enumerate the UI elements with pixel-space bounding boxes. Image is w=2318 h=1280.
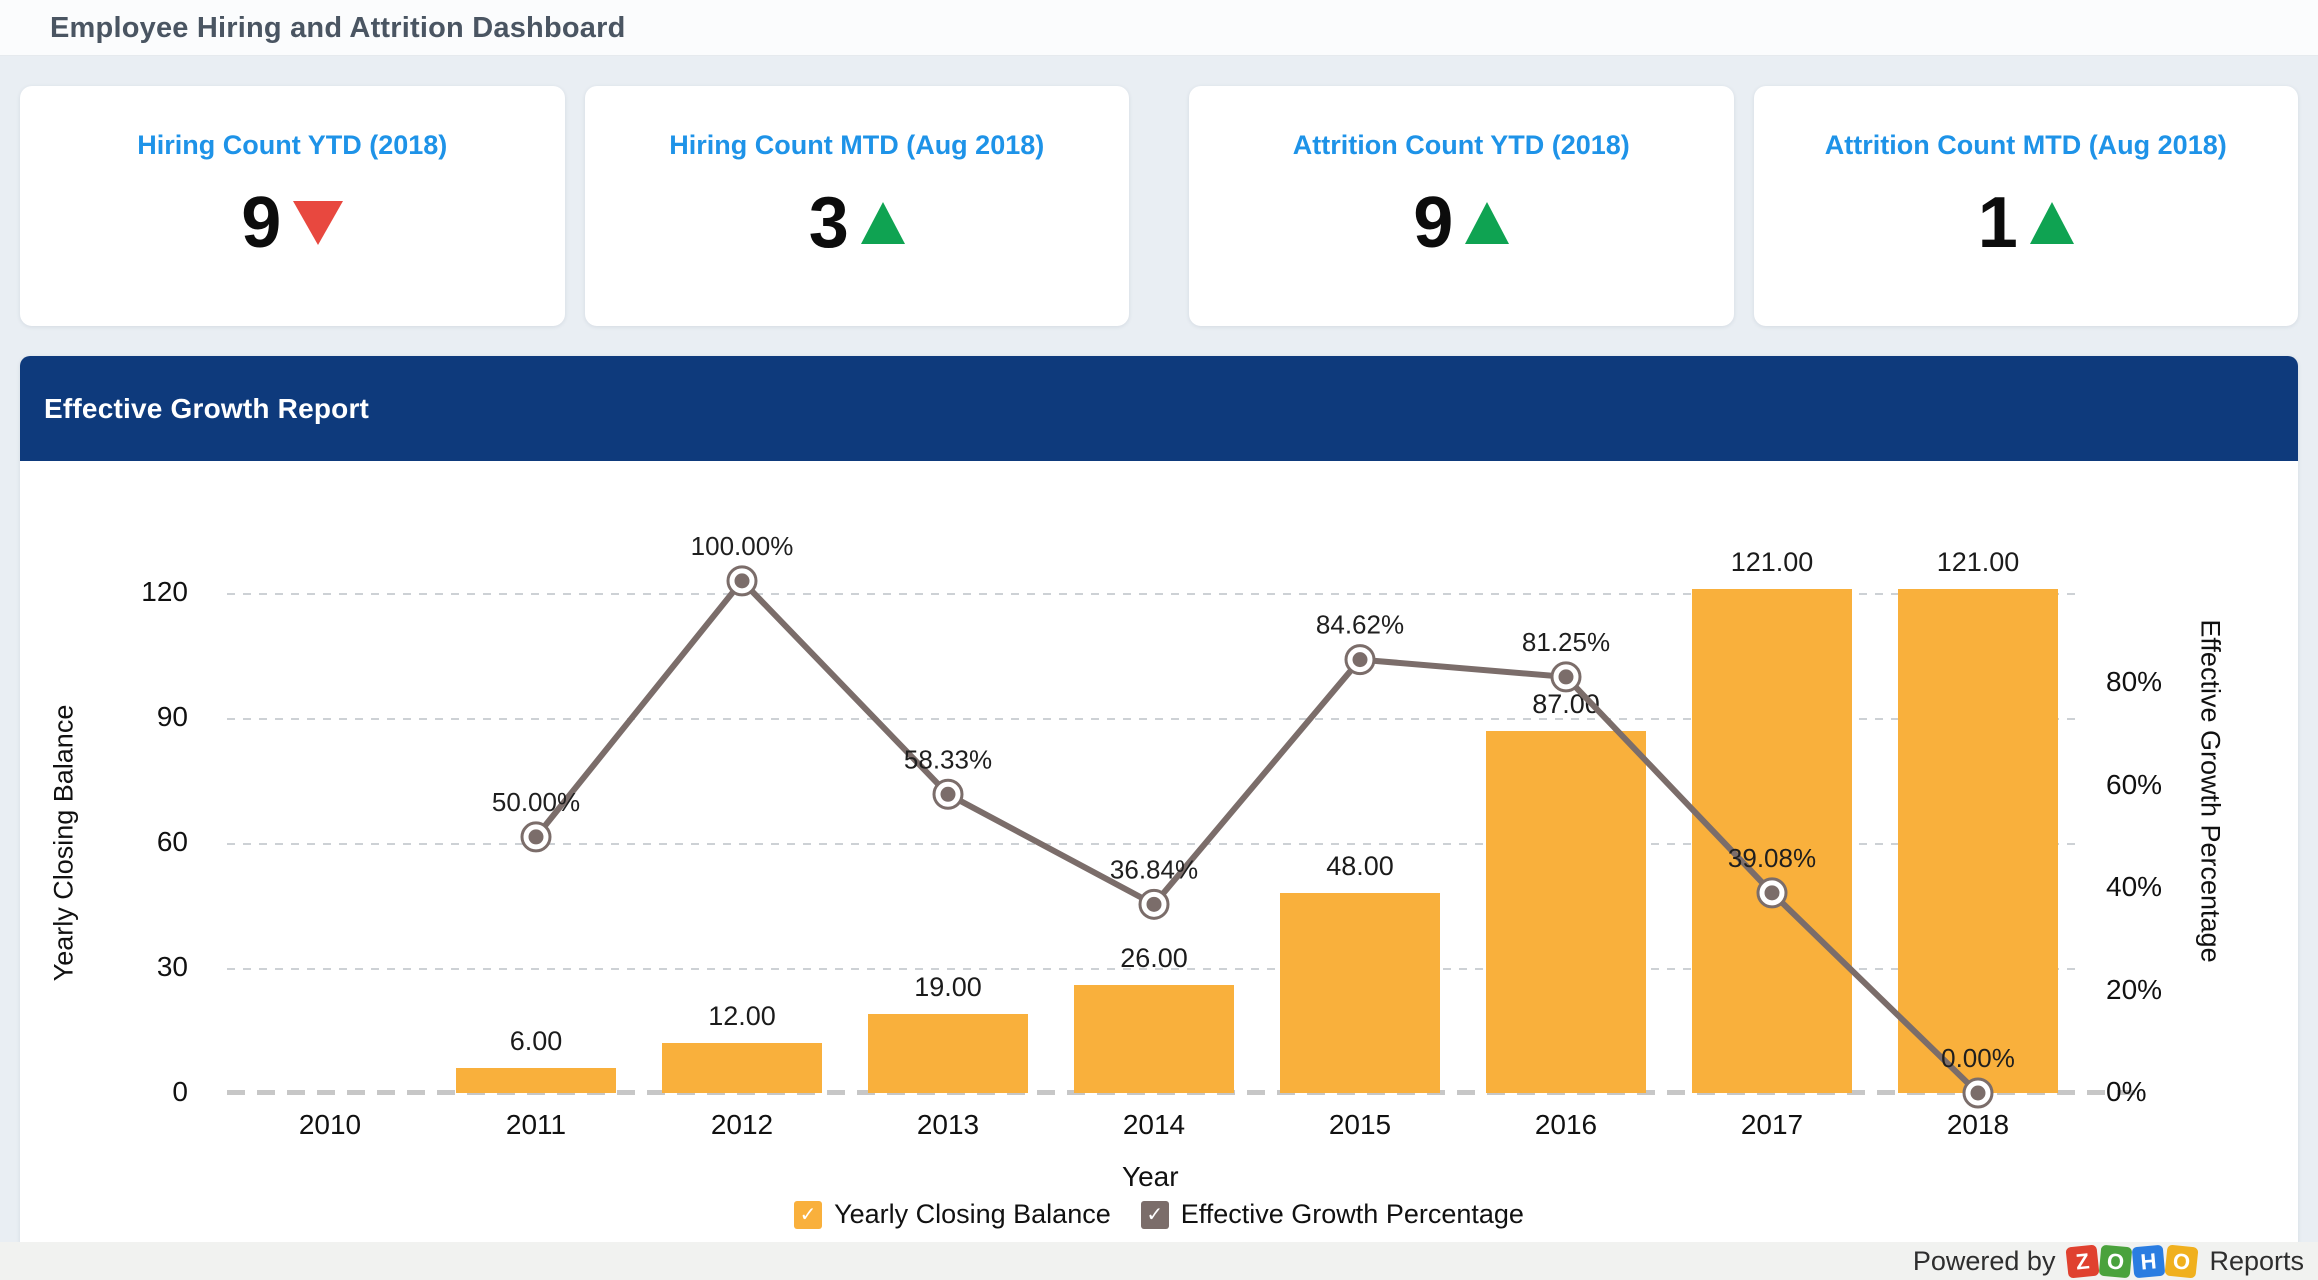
line-value-label: 39.08% [1728,843,1816,873]
trend-down-icon [293,201,344,245]
line-point-2016[interactable]: 81.25% [1522,627,1610,693]
kpi-card-hiring-ytd[interactable]: Hiring Count YTD (2018) 9 [20,86,565,326]
bar-value-label: 6.00 [509,1026,563,1057]
right-axis-tick-60%: 60% [2106,768,2163,800]
legend-label: Effective Growth Percentage [1180,1199,1524,1229]
bar-2018[interactable] [1898,589,2058,1093]
bar-value-label: 121.00 [1936,547,2020,578]
chart-area: 6.00 12.00 19.00 26.00 48.00 87.00 121.00 121.0… [20,461,2298,1243]
trend-up-icon [1465,202,1510,244]
gridline-120 [227,593,2081,596]
line-point-2013[interactable]: 58.33% [904,744,992,810]
kpi-card-value-row: 3 [585,187,1130,259]
left-axis-tick-60: 60 [156,826,188,858]
kpi-card-attrition-ytd[interactable]: Attrition Count YTD (2018) 9 [1189,86,1734,326]
kpi-card-title: Attrition Count YTD (2018) [1292,130,1630,160]
line-value-label: 100.00% [691,531,794,561]
report-header: Effective Growth Report [20,356,2298,461]
kpi-card-title: Attrition Count MTD (Aug 2018) [1824,130,2227,160]
zoho-logo-tile-z: Z [2065,1243,2100,1279]
kpi-value: 1 [1977,183,2018,263]
gridline-60 [227,843,2081,846]
gridline-30 [227,968,2081,971]
bar-2012[interactable] [662,1043,822,1093]
x-tick-2013: 2013 [916,1109,980,1140]
x-tick-2011: 2011 [505,1109,567,1140]
plot-area: 6.00 12.00 19.00 26.00 48.00 87.00 121.00 121.0… [227,481,2137,1109]
legend-item-yearly-closing-balance[interactable]: ✓ Yearly Closing Balance [794,1199,1111,1230]
bar-value-label: 19.00 [914,971,982,1002]
x-tick-2016: 2016 [1534,1109,1598,1140]
right-axis-tick-80%: 80% [2106,666,2163,698]
kpi-value: 9 [241,183,282,263]
line-point-2018[interactable]: 0.00% [1941,1043,2015,1109]
bar-value-label: 48.00 [1326,851,1394,882]
gridline-90 [227,718,2081,721]
line-value-label: 81.25% [1522,627,1610,657]
right-axis-tick-20%: 20% [2106,973,2163,1005]
line-point-2012[interactable]: 100.00% [691,531,794,597]
line-point-2017[interactable]: 39.08% [1728,843,1816,909]
line-point-2014[interactable]: 36.84% [1110,854,1198,920]
bar-value-label: 121.00 [1730,547,1814,578]
line-value-label: 0.00% [1941,1043,2015,1073]
left-axis-tick-120: 120 [141,576,188,608]
bar-2014[interactable] [1074,984,1234,1093]
report-title: Effective Growth Report [44,392,370,424]
zoho-logo-tile-o: O [2099,1244,2133,1278]
zoho-logo-tile-h: H [2132,1244,2166,1278]
top-title-bar: Employee Hiring and Attrition Dashboard [0,0,2318,56]
right-axis-tick-0%: 0% [2106,1076,2147,1107]
x-axis-title: Year [1122,1161,1179,1192]
reports-text: Reports [2209,1245,2304,1276]
kpi-card-title: Hiring Count YTD (2018) [137,130,448,160]
bar-2015[interactable] [1280,893,1440,1093]
kpi-card-title: Hiring Count MTD (Aug 2018) [669,130,1045,160]
x-tick-2015: 2015 [1328,1109,1392,1140]
kpi-card-attrition-mtd[interactable]: Attrition Count MTD (Aug 2018) 1 [1753,86,2299,326]
trend-up-icon [860,202,905,244]
kpi-card-value-row: 9 [1189,187,1734,259]
left-axis-tick-0: 0 [172,1076,188,1107]
legend-checkbox-icon[interactable]: ✓ [794,1200,823,1229]
legend-item-effective-growth-percentage[interactable]: ✓ Effective Growth Percentage [1140,1199,1524,1230]
growth-line [533,576,1981,1096]
powered-by-text: Powered by [1912,1245,2056,1276]
zoho-logo-tile-o: O [2164,1243,2199,1279]
page-title: Employee Hiring and Attrition Dashboard [50,12,626,44]
trend-up-icon [2029,202,2074,244]
line-value-label: 36.84% [1110,854,1198,884]
kpi-value: 9 [1413,183,1454,263]
bar-2011[interactable] [456,1068,616,1093]
line-point-2015[interactable]: 84.62% [1316,610,1404,676]
x-tick-2017: 2017 [1740,1109,1804,1140]
effective-growth-report-panel: Effective Growth Report 6.00 12.00 19.00 26… [20,356,2298,1243]
line-value-label: 58.33% [904,744,992,774]
kpi-cards-row: Hiring Count YTD (2018) 9 Hiring Count M… [0,56,2318,326]
chart-legend: ✓ Yearly Closing Balance ✓ Effective Growth… [20,1199,2298,1230]
line-value-label: 50.00% [492,787,580,817]
bar-2013[interactable] [868,1013,1028,1093]
x-tick-2012: 2012 [710,1109,774,1140]
kpi-card-value-row: 1 [1754,187,2299,259]
left-axis-tick-90: 90 [156,701,188,733]
bar-2016[interactable] [1486,730,1646,1093]
kpi-card-hiring-mtd[interactable]: Hiring Count MTD (Aug 2018) 3 [584,86,1130,326]
legend-checkbox-icon[interactable]: ✓ [1140,1200,1169,1229]
legend-label: Yearly Closing Balance [834,1199,1111,1229]
line-series-layer: 50.00% 100.00% 58.33% 36.84% 84.62% 81.25% 39.… [492,531,2015,1109]
line-point-2011[interactable]: 50.00% [492,787,580,853]
kpi-value: 3 [808,183,849,263]
x-tick-2010: 2010 [298,1109,362,1140]
bar-value-label: 26.00 [1120,942,1188,973]
bar-value-label: 12.00 [708,1001,776,1032]
left-axis-tick-30: 30 [156,951,188,983]
kpi-card-value-row: 9 [20,187,565,259]
x-tick-2018: 2018 [1946,1109,2010,1140]
line-value-label: 84.62% [1316,610,1404,640]
right-axis-tick-40%: 40% [2106,871,2163,903]
x-tick-2014: 2014 [1122,1109,1186,1140]
